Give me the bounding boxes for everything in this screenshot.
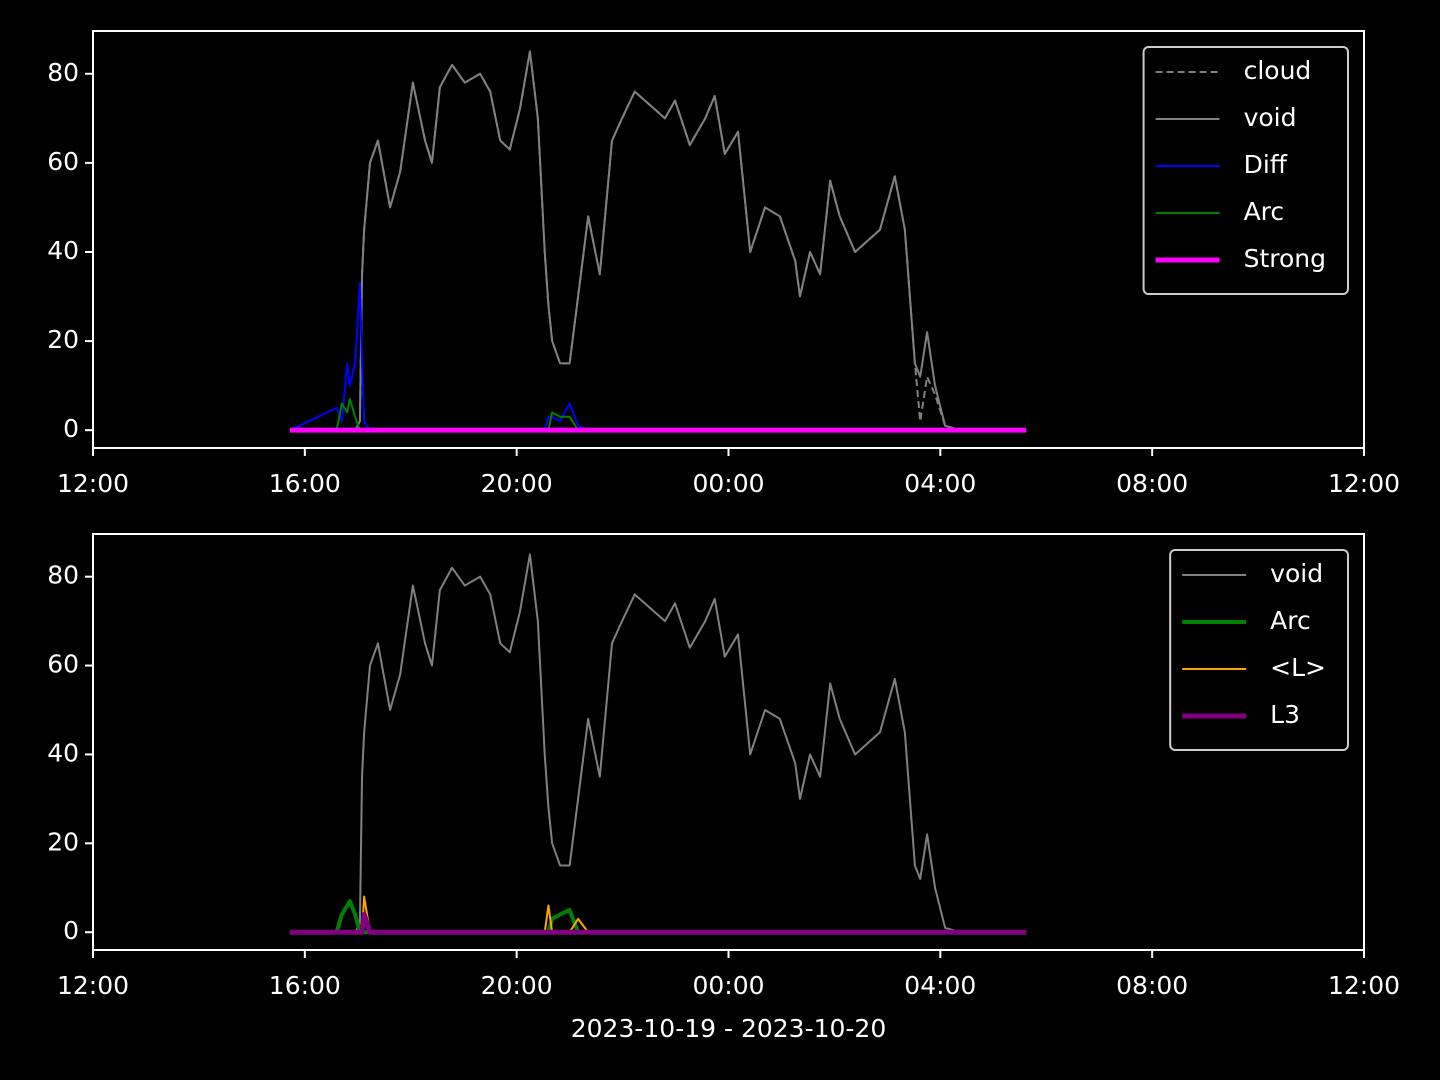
y-tick-label: 80 [47, 561, 79, 590]
series-line [290, 553, 1027, 934]
x-tick-label: 20:00 [481, 971, 553, 1000]
x-tick-label: 16:00 [269, 971, 341, 1000]
x-tick-label: 12:00 [1328, 469, 1400, 498]
x-tick-label: 12:00 [57, 971, 129, 1000]
series-line [290, 911, 1027, 935]
legend-label: Strong [1244, 244, 1326, 273]
x-tick-label: 08:00 [1116, 971, 1188, 1000]
x-tick-label: 04:00 [904, 469, 976, 498]
legend-box [1142, 46, 1349, 295]
series-line [290, 50, 1027, 432]
legend-label: cloud [1244, 56, 1312, 85]
x-tick-label: 16:00 [269, 469, 341, 498]
axes-frame [92, 533, 1365, 951]
y-tick-label: 0 [63, 916, 79, 945]
x-tick-label: 04:00 [904, 971, 976, 1000]
y-tick-label: 20 [47, 325, 79, 354]
legend-label: L3 [1270, 700, 1300, 729]
x-tick-label: 08:00 [1116, 469, 1188, 498]
y-tick-label: 60 [47, 147, 79, 176]
x-tick-label: 12:00 [1328, 971, 1400, 1000]
y-tick-label: 40 [47, 236, 79, 265]
legend-box [1169, 549, 1349, 751]
legend-label: <L> [1270, 653, 1326, 682]
y-tick-label: 60 [47, 650, 79, 679]
legend-label: void [1270, 559, 1323, 588]
y-tick-label: 40 [47, 738, 79, 767]
legend-label: void [1244, 103, 1297, 132]
legend-label: Diff [1244, 150, 1288, 179]
y-tick-label: 20 [47, 827, 79, 856]
y-tick-label: 80 [47, 58, 79, 87]
legend-label: Arc [1244, 197, 1285, 226]
x-tick-label: 12:00 [57, 469, 129, 498]
x-tick-label: 00:00 [692, 469, 764, 498]
axes-frame [92, 30, 1365, 449]
x-tick-label: 00:00 [692, 971, 764, 1000]
y-tick-label: 0 [63, 414, 79, 443]
x-axis-label: 2023-10-19 - 2023-10-20 [571, 1014, 887, 1043]
legend-label: Arc [1270, 606, 1311, 635]
x-tick-label: 20:00 [481, 469, 553, 498]
